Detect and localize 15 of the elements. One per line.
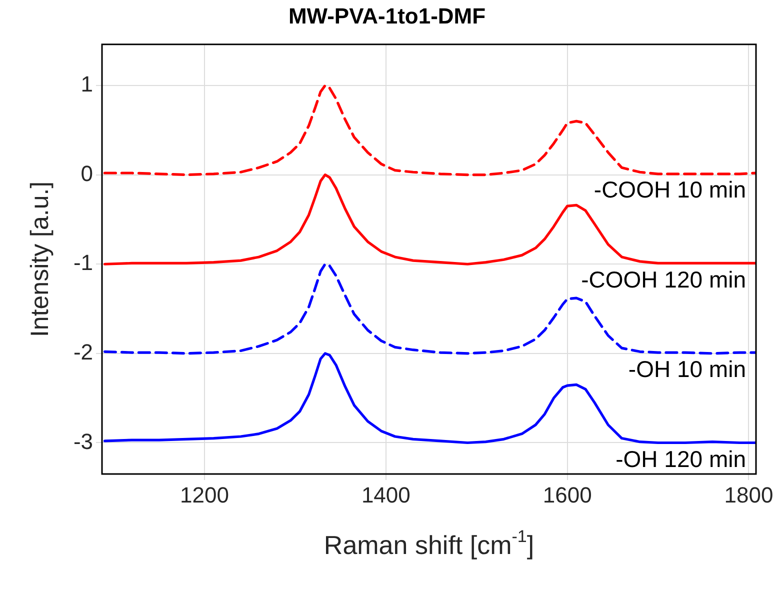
y-tick-label: -3 [73, 428, 93, 454]
x-tick-label: 1800 [724, 482, 774, 508]
series-label: -OH 120 min [616, 446, 746, 472]
x-tick-label: 1400 [361, 482, 410, 508]
y-tick-label: 0 [80, 160, 93, 186]
series-label: -COOH 120 min [581, 266, 746, 293]
y-tick-label: 1 [80, 72, 93, 97]
chart-title: MW-PVA-1to1-DMF [288, 3, 486, 28]
y-axis-title: Intensity [a.u.] [26, 181, 54, 338]
x-tick-label: 1200 [180, 482, 229, 508]
series-label: -OH 10 min [628, 356, 746, 382]
y-tick-label: -1 [73, 250, 93, 276]
x-tick-label: 1600 [542, 482, 592, 508]
series-label: -COOH 10 min [594, 176, 746, 202]
y-tick-label: -2 [73, 339, 93, 364]
